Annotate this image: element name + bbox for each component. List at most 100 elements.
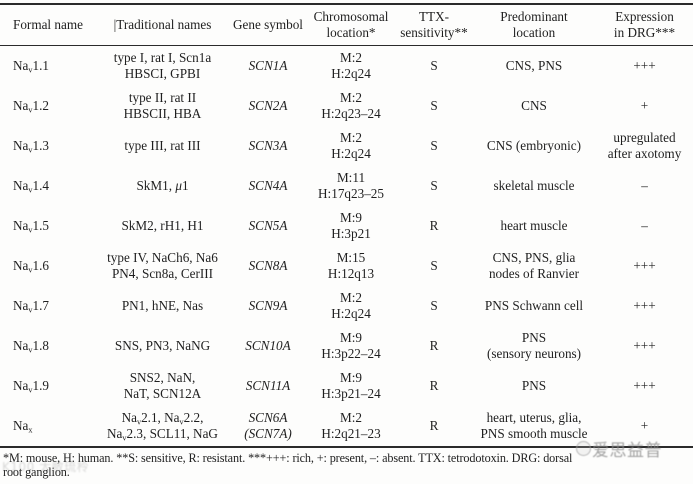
cell-line: R: [429, 338, 439, 353]
cell-traditional: type II, rat II HBSCII, HBA: [95, 86, 230, 126]
cell-location: CNS: [472, 86, 596, 126]
cell-line: CNS, PNS: [505, 58, 563, 73]
cell-line: R: [429, 418, 439, 433]
cell-gene: SCN3A: [230, 126, 306, 166]
cell-line: R: [429, 378, 439, 393]
cell-line: SCN4A: [248, 178, 288, 193]
header-row: Formal name |Traditional names Gene symbol…: [0, 4, 693, 46]
cell-line: S: [430, 178, 438, 193]
cell-line: +: [640, 418, 649, 433]
cell-location: CNS, PNS: [472, 46, 596, 87]
table-row: Nav1.3 type III, rat III SCN3A M:2 H:2q24 S CN…: [0, 126, 693, 166]
cell-line: PNS Schwann cell: [484, 298, 584, 313]
cell-line: type I, rat I, Scn1a: [113, 50, 212, 65]
cell-line: SCN11A: [245, 378, 291, 393]
cell-gene: SCN2A: [230, 86, 306, 126]
cell-ttx: R: [396, 366, 472, 406]
cell-ttx: R: [396, 206, 472, 246]
cell-chromosomal: M:9 H:3p21–24: [306, 366, 396, 406]
cell-line: PNS: [521, 378, 547, 393]
cell-line: M:2: [340, 410, 362, 425]
cell-line: Nav1.7: [13, 298, 49, 315]
cell-gene: SCN6A (SCN7A): [230, 406, 306, 447]
cell-line: Predominant: [500, 9, 568, 24]
cell-line: type III, rat III: [124, 138, 201, 153]
cell-line: location: [512, 25, 556, 40]
cell-line: M:2: [340, 90, 362, 105]
cell-drg: +++: [596, 286, 693, 326]
cell-line: S: [430, 258, 438, 273]
cell-formal: Nav1.4: [0, 166, 95, 206]
cell-line: –: [641, 178, 648, 193]
cell-line: HBSCII, HBA: [123, 106, 202, 121]
cell-chromosomal: M:2 H:2q24: [306, 46, 396, 87]
cell-line: Nav1.5: [13, 218, 49, 235]
cell-line: H:2q24: [331, 306, 371, 321]
cell-line: SCN5A: [248, 218, 288, 233]
cell-drg: +++: [596, 326, 693, 366]
cell-chromosomal: M:2 H:2q24: [306, 286, 396, 326]
cell-line: (sensory neurons): [486, 346, 582, 361]
cell-drg: +: [596, 86, 693, 126]
cell-line: H:2q24: [331, 66, 371, 81]
cell-chromosomal: M:9 H:3p21: [306, 206, 396, 246]
table-row: Nav1.1 type I, rat I, Scn1a HBSCI, GPBI SCN…: [0, 46, 693, 87]
cell-drg: –: [596, 166, 693, 206]
column-header-traditional: |Traditional names: [95, 4, 230, 46]
cell-line: M:11: [336, 170, 366, 185]
cell-line: location*: [326, 25, 376, 40]
cell-line: Nav1.3: [13, 138, 49, 155]
cell-line: Nav1.1: [13, 58, 49, 75]
cell-line: HBSCI, GPBI: [124, 66, 201, 81]
cell-gene: SCN4A: [230, 166, 306, 206]
column-header-formal: Formal name: [0, 4, 95, 46]
table-row: Nav1.8 SNS, PN3, NaNG SCN10A M:9 H:3p22–24 R P…: [0, 326, 693, 366]
column-header-chromosomal: Chromosomal location*: [306, 4, 396, 46]
footnote-line-1: *M: mouse, H: human. **S: sensitive, R: …: [3, 451, 573, 465]
cell-location: PNS: [472, 366, 596, 406]
cell-line: H:2q21–23: [321, 426, 381, 441]
table-body: Nav1.1 type I, rat I, Scn1a HBSCI, GPBI SCN…: [0, 46, 693, 447]
cell-traditional: SkM2, rH1, H1: [95, 206, 230, 246]
cell-line: Nax: [13, 418, 33, 435]
cell-line: +++: [633, 298, 656, 313]
cell-line: type IV, NaCh6, Na6: [107, 250, 218, 265]
cell-line: |Traditional names: [113, 17, 212, 32]
cell-line: +++: [633, 258, 656, 273]
cell-ttx: S: [396, 286, 472, 326]
cell-line: +++: [633, 378, 656, 393]
cell-traditional: SNS2, NaN, NaT, SCN12A: [95, 366, 230, 406]
column-header-drg: Expression in DRG***: [596, 4, 693, 46]
cell-line: H:2q24: [331, 146, 371, 161]
cell-ttx: S: [396, 126, 472, 166]
cell-line: M:15: [336, 250, 366, 265]
cell-line: SCN1A: [248, 58, 288, 73]
cell-formal: Nav1.9: [0, 366, 95, 406]
cell-formal: Nav1.6: [0, 246, 95, 286]
cell-line: R: [429, 218, 439, 233]
cell-line: H:3p21–24: [321, 386, 381, 401]
cell-line: Gene symbol: [233, 17, 303, 32]
cell-line: PN4, Scn8a, CerIII: [111, 266, 214, 281]
cell-line: TTX-: [418, 9, 450, 24]
cell-line: PNS smooth muscle: [480, 426, 588, 441]
cell-drg: +++: [596, 46, 693, 87]
table-row: Nax Nav2.1, Nav2.2, Nav2.3, SCL11, NaG SCN6…: [0, 406, 693, 447]
cell-line: Nav1.8: [13, 338, 49, 355]
cell-location: heart muscle: [472, 206, 596, 246]
cell-traditional: SNS, PN3, NaNG: [95, 326, 230, 366]
table-footnote: *M: mouse, H: human. **S: sensitive, R: …: [3, 452, 693, 479]
cell-formal: Nav1.7: [0, 286, 95, 326]
table-wrap: Formal name |Traditional names Gene symbol…: [0, 3, 693, 448]
cell-traditional: type III, rat III: [95, 126, 230, 166]
cell-drg: +++: [596, 246, 693, 286]
cell-line: S: [430, 138, 438, 153]
table-row: Nav1.9 SNS2, NaN, NaT, SCN12A SCN11A M:9 H:3p…: [0, 366, 693, 406]
cell-line: (SCN7A): [244, 426, 292, 441]
cell-line: SCN10A: [245, 338, 291, 353]
cell-ttx: R: [396, 406, 472, 447]
cell-line: –: [641, 218, 648, 233]
cell-location: CNS (embryonic): [472, 126, 596, 166]
cell-line: NaT, SCN12A: [123, 386, 202, 401]
cell-line: Nav1.9: [13, 378, 49, 395]
